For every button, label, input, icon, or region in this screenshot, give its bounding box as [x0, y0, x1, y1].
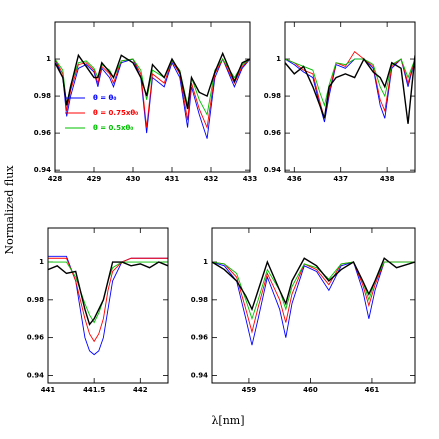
spectrum-line — [48, 255, 168, 356]
y-tick-label: 1 — [39, 258, 44, 266]
plot-frame — [47, 227, 169, 384]
x-tick-label: 442 — [133, 386, 148, 394]
spectrum-line — [212, 261, 415, 346]
x-tick-label: 441 — [41, 386, 56, 394]
y-tick-label: 0.94 — [27, 371, 44, 379]
panel: 0.94 0.96 0.98 1 428 429 430 431 432 433 θ = θ₀ θ =… — [34, 21, 258, 183]
legend-label: θ = 0.5xθ₀ — [93, 124, 133, 132]
spectrum-line — [285, 50, 415, 119]
panel: 0.94 0.96 0.98 1 436 437 438 — [264, 21, 416, 183]
panel: 0.94 0.96 0.98 1 441 441.5 442 — [27, 227, 169, 394]
spectrum-line — [212, 261, 415, 321]
spectrum-line — [285, 58, 415, 107]
x-tick-label: 431 — [165, 175, 180, 183]
plot-area — [55, 51, 250, 139]
x-tick-label: 432 — [204, 175, 219, 183]
x-tick-label: 436 — [287, 175, 302, 183]
y-tick-label: 0.98 — [264, 92, 281, 100]
plot-area — [48, 255, 168, 356]
spectrum-line — [212, 261, 415, 334]
x-tick-label: 428 — [48, 175, 63, 183]
plot-frame — [211, 227, 416, 384]
y-axis-label: Normalized flux — [3, 165, 16, 255]
x-tick-label: 438 — [380, 175, 395, 183]
legend-label: θ = θ₀ — [93, 94, 116, 102]
x-tick-label: 460 — [303, 386, 318, 394]
y-tick-label: 0.94 — [34, 166, 51, 174]
plot-frame — [54, 21, 251, 173]
plot-area — [212, 257, 415, 346]
y-tick-label: 0.96 — [264, 129, 281, 137]
y-tick-label: 1 — [276, 55, 281, 63]
x-tick-label: 437 — [333, 175, 348, 183]
spectrum-line — [48, 257, 168, 343]
plot-frame — [284, 21, 416, 173]
y-tick-label: 0.98 — [191, 296, 208, 304]
y-tick-label: 0.96 — [27, 334, 44, 342]
y-tick-label: 0.94 — [264, 166, 281, 174]
plot-area — [285, 50, 415, 124]
x-tick-label: 433 — [243, 175, 258, 183]
y-tick-label: 1 — [46, 55, 51, 63]
panel: 0.94 0.96 0.98 1 459 460 461 — [191, 227, 416, 394]
x-axis-label: λ[nm] — [211, 414, 244, 427]
spectrum-line — [285, 55, 415, 124]
x-tick-label: 461 — [365, 386, 380, 394]
y-tick-label: 0.98 — [34, 92, 51, 100]
spectrum-line — [55, 58, 250, 130]
x-tick-label: 459 — [242, 386, 257, 394]
legend-label: θ = 0.75xθ₀ — [93, 109, 138, 117]
x-tick-label: 430 — [126, 175, 141, 183]
y-tick-label: 0.98 — [27, 296, 44, 304]
spectrum-line — [55, 51, 250, 110]
spectrum-line — [285, 58, 415, 123]
x-tick-label: 441.5 — [83, 386, 105, 394]
y-tick-label: 0.96 — [191, 334, 208, 342]
spectrum-line — [212, 257, 415, 312]
y-tick-label: 1 — [203, 258, 208, 266]
spectrum-line — [55, 57, 250, 139]
x-tick-label: 429 — [87, 175, 102, 183]
y-tick-label: 0.96 — [34, 129, 51, 137]
y-tick-label: 0.94 — [191, 371, 208, 379]
spectrum-line — [48, 261, 168, 326]
